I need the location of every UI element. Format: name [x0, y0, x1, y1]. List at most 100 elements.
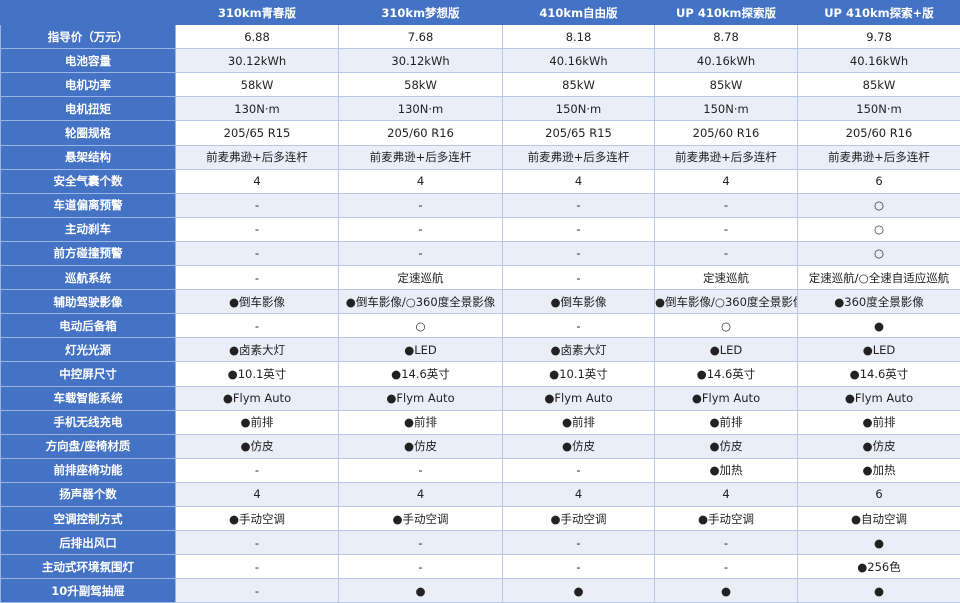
table-row: 轮圈规格 205/65 R15 205/60 R16 205/65 R15 205/60… [0, 120, 960, 146]
table-row: 车载智能系统 ●Flym Auto ●Flym Auto ●Flym Auto ●Fly… [0, 385, 960, 411]
spec-value-cell: ●手动空调 [654, 505, 798, 532]
row-label: 安全气囊个数 [0, 168, 176, 194]
row-label: 辅助驾驶影像 [0, 289, 176, 315]
spec-value-cell: 前麦弗逊+后多连杆 [338, 144, 503, 170]
spec-value-cell: ●手动空调 [175, 505, 339, 532]
table-row: 后排出风口 - - - - ● [0, 530, 960, 556]
spec-value-cell: - [175, 554, 339, 580]
spec-value-cell: 4 [654, 481, 798, 507]
spec-value-cell: 205/65 R15 [175, 120, 339, 146]
spec-value-cell: - [338, 554, 503, 580]
spec-value-cell: - [502, 240, 655, 267]
spec-value-cell: ●360度全景影像 [797, 289, 960, 315]
row-label: 后排出风口 [0, 530, 176, 556]
row-label: 电动后备箱 [0, 313, 176, 339]
spec-value-cell: ● [502, 578, 655, 603]
spec-value-cell: 130N·m [338, 96, 503, 122]
spec-value-cell: ○ [797, 240, 960, 267]
table-row: 车道偏离预警 - - - - ○ [0, 192, 960, 218]
spec-value-cell: - [338, 457, 503, 483]
row-label: 电机功率 [0, 72, 176, 98]
spec-value-cell: 4 [338, 168, 503, 194]
table-row: 巡航系统 - 定速巡航 - 定速巡航 定速巡航/○全速自适应巡航 [0, 265, 960, 291]
spec-value-cell: ●LED [654, 337, 798, 363]
spec-value-cell: - [175, 265, 339, 291]
spec-value-cell: ● [654, 578, 798, 603]
row-label: 电池容量 [0, 48, 176, 74]
table-row: 电动后备箱 - ○ - ○ ● [0, 313, 960, 339]
table-row: 悬架结构 前麦弗逊+后多连杆 前麦弗逊+后多连杆 前麦弗逊+后多连杆 前麦弗逊+后多连杆… [0, 144, 960, 170]
spec-value-cell: 4 [502, 481, 655, 507]
row-label: 灯光光源 [0, 337, 176, 363]
spec-value-cell: - [175, 457, 339, 483]
spec-value-cell: 30.12kWh [338, 48, 503, 74]
spec-value-cell: 150N·m [797, 96, 960, 122]
row-label: 车载智能系统 [0, 385, 176, 411]
row-label: 10升副驾抽屉 [0, 578, 176, 603]
spec-value-cell: - [502, 265, 655, 291]
spec-value-cell: - [338, 530, 503, 556]
spec-value-cell: 205/60 R16 [338, 120, 503, 146]
table-row: 前方碰撞预警 - - - - ○ [0, 240, 960, 267]
spec-value-cell: 前麦弗逊+后多连杆 [175, 144, 339, 170]
spec-value-cell: ●仿皮 [797, 433, 960, 459]
spec-value-cell: 40.16kWh [502, 48, 655, 74]
spec-value-cell: 7.68 [338, 24, 503, 50]
row-label: 巡航系统 [0, 265, 176, 291]
spec-value-cell: 9.78 [797, 24, 960, 50]
spec-value-cell: ●卤素大灯 [502, 337, 655, 363]
spec-value-cell: 85kW [797, 72, 960, 98]
spec-value-cell: 58kW [338, 72, 503, 98]
spec-value-cell: 58kW [175, 72, 339, 98]
table-row: 前排座椅功能 - - - ●加热 ●加热 [0, 457, 960, 483]
spec-value-cell: ●手动空调 [502, 505, 655, 532]
spec-value-cell: 130N·m [175, 96, 339, 122]
spec-value-cell: ●10.1英寸 [502, 361, 655, 387]
row-label: 方向盘/座椅材质 [0, 433, 176, 459]
spec-value-cell: - [175, 192, 339, 218]
table-row: 电池容量 30.12kWh 30.12kWh 40.16kWh 40.16kWh 40.1… [0, 48, 960, 74]
spec-value-cell: 205/60 R16 [797, 120, 960, 146]
table-row: 方向盘/座椅材质 ●仿皮 ●仿皮 ●仿皮 ●仿皮 ●仿皮 [0, 433, 960, 459]
spec-value-cell: - [175, 240, 339, 267]
spec-value-cell: ●Flym Auto [797, 385, 960, 411]
row-label: 中控屏尺寸 [0, 361, 176, 387]
spec-value-cell: ● [797, 313, 960, 339]
row-label: 车道偏离预警 [0, 192, 176, 218]
spec-value-cell: ●256色 [797, 554, 960, 580]
spec-value-cell: 4 [338, 481, 503, 507]
corner-cell [0, 0, 176, 26]
spec-value-cell: - [175, 578, 339, 603]
spec-value-cell: - [654, 554, 798, 580]
row-label: 指导价（万元） [0, 24, 176, 50]
row-label: 前排座椅功能 [0, 457, 176, 483]
column-header: 410km自由版 [502, 0, 655, 26]
spec-value-cell: ○ [797, 216, 960, 242]
spec-value-cell: ●倒车影像/○360度全景影像 [654, 289, 798, 315]
spec-value-cell: - [175, 530, 339, 556]
row-label: 主动刹车 [0, 216, 176, 242]
table-row: 指导价（万元） 6.88 7.68 8.18 8.78 9.78 [0, 24, 960, 50]
spec-value-cell: 30.12kWh [175, 48, 339, 74]
spec-value-cell: - [175, 313, 339, 339]
row-label: 悬架结构 [0, 144, 176, 170]
spec-value-cell: ●加热 [654, 457, 798, 483]
table-row: 手机无线充电 ●前排 ●前排 ●前排 ●前排 ●前排 [0, 409, 960, 435]
spec-value-cell: ●倒车影像 [175, 289, 339, 315]
spec-value-cell: - [502, 313, 655, 339]
column-header: UP 410km探索+版 [797, 0, 960, 26]
spec-value-cell: 6 [797, 168, 960, 194]
spec-value-cell: 6.88 [175, 24, 339, 50]
spec-value-cell: ○ [654, 313, 798, 339]
spec-value-cell: 85kW [502, 72, 655, 98]
table-row: 辅助驾驶影像 ●倒车影像 ●倒车影像/○360度全景影像 ●倒车影像 ●倒车影像/○36… [0, 289, 960, 315]
spec-value-cell: - [175, 216, 339, 242]
spec-value-cell: 前麦弗逊+后多连杆 [654, 144, 798, 170]
spec-value-cell: - [502, 457, 655, 483]
spec-value-cell: 205/60 R16 [654, 120, 798, 146]
spec-value-cell: - [654, 216, 798, 242]
spec-value-cell: ● [797, 530, 960, 556]
table-row: 安全气囊个数 4 4 4 4 6 [0, 168, 960, 194]
spec-value-cell: ●自动空调 [797, 505, 960, 532]
spec-value-cell: - [654, 192, 798, 218]
